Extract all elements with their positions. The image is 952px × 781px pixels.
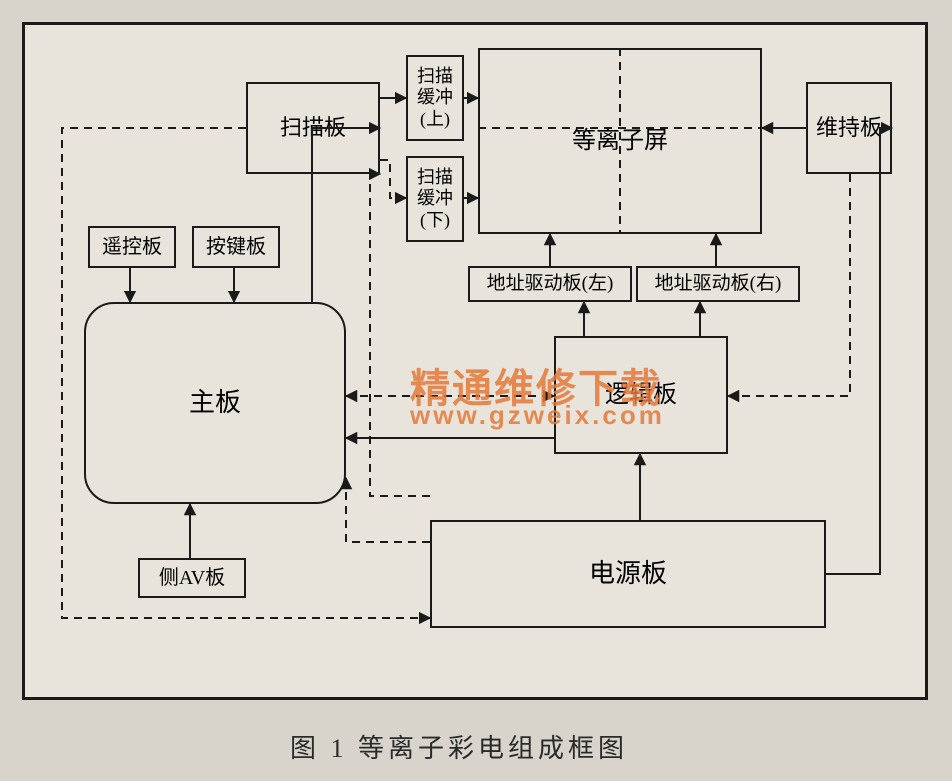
power-board-box: 电源板 — [430, 520, 826, 628]
address-driver-left-box: 地址驱动板(左) — [468, 266, 632, 302]
sustain-board-label: 维持板 — [816, 115, 882, 141]
sustain-board-box: 维持板 — [806, 82, 892, 174]
scan-buffer-top-box: 扫描缓冲(上) — [406, 55, 464, 141]
power-board-label: 电源板 — [589, 558, 667, 589]
scan-buffer-bottom-box: 扫描缓冲(下) — [406, 156, 464, 242]
side-av-board-label: 侧AV板 — [159, 566, 225, 590]
side-av-board-box: 侧AV板 — [138, 558, 246, 598]
logic-board-box: 逻辑板 — [554, 336, 728, 454]
main-board-box: 主板 — [84, 302, 346, 504]
scan-buffer-bottom-label: 扫描缓冲(下) — [417, 167, 453, 232]
main-board-label: 主板 — [189, 387, 241, 418]
figure-caption: 图 1 等离子彩电组成框图 — [290, 728, 628, 765]
logic-board-label: 逻辑板 — [605, 381, 677, 410]
scan-buffer-top-label: 扫描缓冲(上) — [417, 66, 453, 131]
address-driver-left-label: 地址驱动板(左) — [487, 273, 614, 296]
remote-board-box: 遥控板 — [88, 226, 176, 268]
address-driver-right-label: 地址驱动板(右) — [655, 273, 782, 296]
scan-board-label: 扫描板 — [280, 115, 346, 141]
key-board-label: 按键板 — [206, 235, 266, 259]
plasma-screen-label: 等离子屏 — [572, 127, 668, 156]
key-board-box: 按键板 — [192, 226, 280, 268]
plasma-screen-box: 等离子屏 — [478, 48, 762, 234]
remote-board-label: 遥控板 — [102, 235, 162, 259]
diagram-canvas: 扫描板 扫描缓冲(上) 扫描缓冲(下) 等离子屏 维持板 遥控板 按键板 地址驱… — [0, 0, 952, 781]
scan-board-box: 扫描板 — [246, 82, 380, 174]
address-driver-right-box: 地址驱动板(右) — [636, 266, 800, 302]
